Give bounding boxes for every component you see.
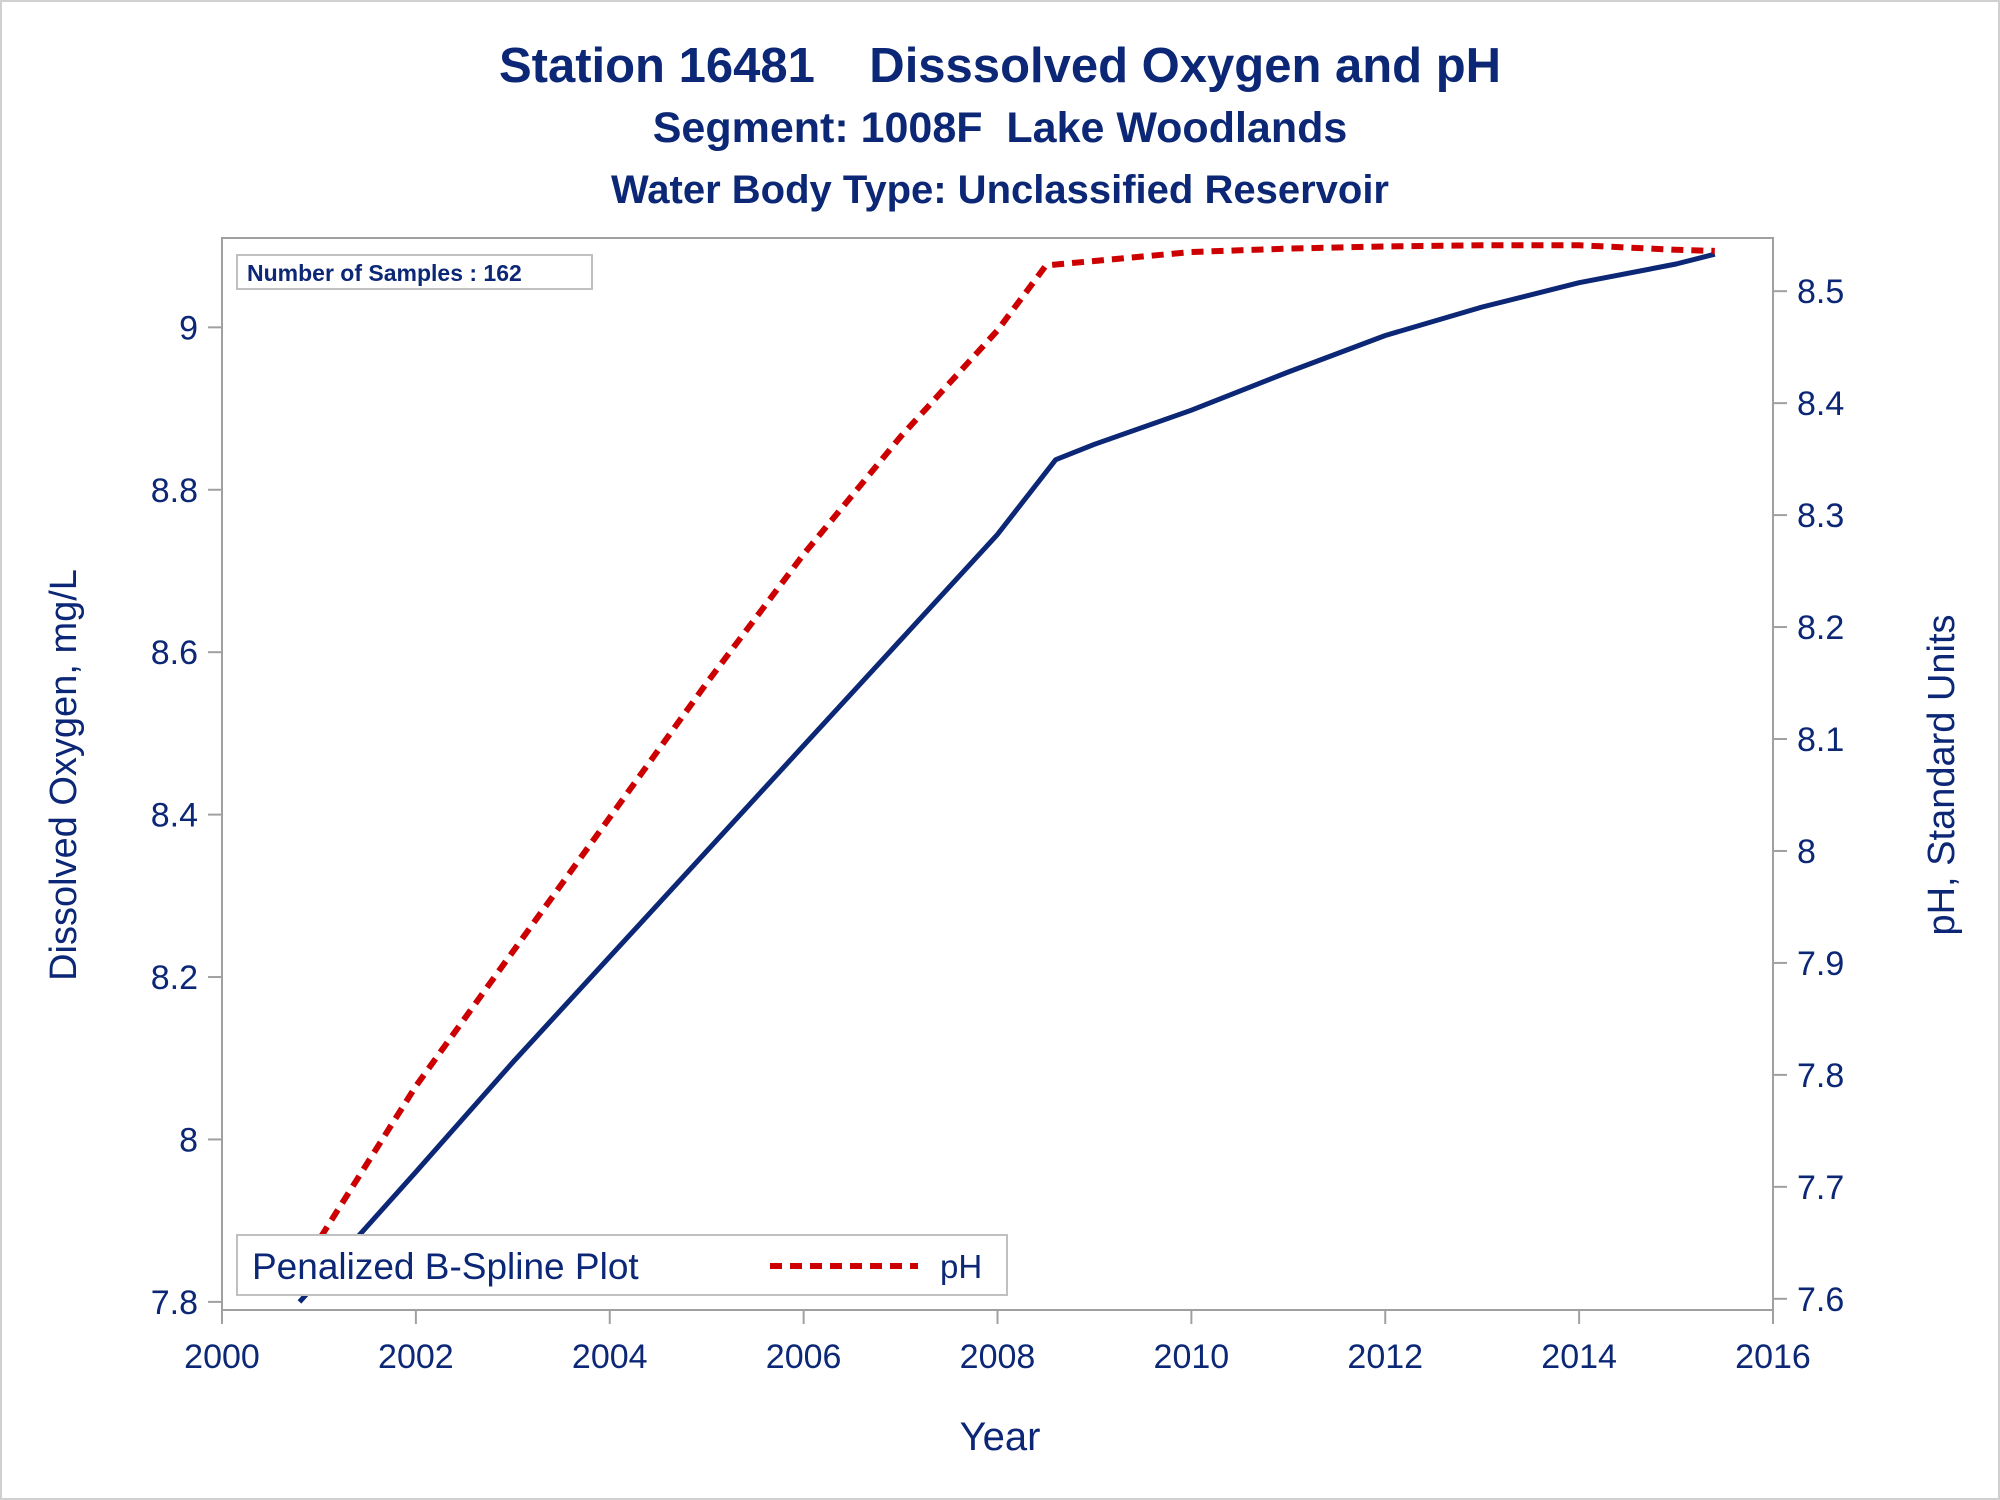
samples-box: Number of Samples : 162 bbox=[236, 254, 593, 290]
x-tick-label: 2004 bbox=[572, 1338, 648, 1376]
legend: Penalized B-Spline Plot pH bbox=[236, 1234, 1008, 1296]
y-tick-label: 8.2 bbox=[151, 959, 198, 997]
ph-series-line bbox=[296, 242, 1715, 1273]
samples-label: Number of Samples : 162 bbox=[247, 260, 522, 286]
y-tick-label: 8.4 bbox=[151, 797, 198, 835]
y2-axis-label: pH, Standard Units bbox=[1921, 614, 1963, 935]
y2-tick-label: 7.9 bbox=[1797, 945, 1844, 983]
x-tick-label: 2000 bbox=[184, 1338, 260, 1376]
y2-tick-label: 7.7 bbox=[1797, 1169, 1844, 1207]
x-tick-label: 2006 bbox=[766, 1338, 842, 1376]
plot-area bbox=[221, 237, 1774, 1311]
x-tick-label: 2010 bbox=[1154, 1338, 1230, 1376]
chart-title: Station 16481 Disssolved Oxygen and pH bbox=[498, 39, 1502, 93]
y-tick-label: 8.6 bbox=[151, 634, 198, 672]
legend-title: Penalized B-Spline Plot bbox=[252, 1246, 639, 1287]
x-tick-label: 2012 bbox=[1347, 1338, 1423, 1376]
chart-subtitle-waterbody: Water Body Type: Unclassified Reservoir bbox=[610, 168, 1389, 212]
x-axis: 2000 2002 2004 2006 2008 2010 2012 2014 2016 bbox=[184, 1310, 1811, 1376]
x-tick-label: 2002 bbox=[378, 1338, 454, 1376]
y-tick-label: 9 bbox=[179, 309, 198, 347]
y2-tick-label: 8.4 bbox=[1797, 385, 1844, 423]
x-tick-label: 2016 bbox=[1735, 1338, 1811, 1376]
y2-tick-label: 8.1 bbox=[1797, 721, 1844, 759]
dissolved-oxygen-series-line bbox=[297, 251, 1716, 1304]
y-tick-label: 8.8 bbox=[151, 472, 198, 510]
chart-subtitle-segment: Segment: 1008F Lake Woodlands bbox=[652, 104, 1348, 152]
legend-entry-ph: pH bbox=[940, 1248, 982, 1285]
y-axis-left: 7.8 8 8.2 8.4 8.6 8.8 9 bbox=[151, 309, 222, 1322]
y-axis-right: 7.6 7.7 7.8 7.9 8 8.1 8.2 8.3 8.4 8.5 bbox=[1773, 273, 1844, 1319]
y2-tick-label: 8.5 bbox=[1797, 273, 1844, 311]
y2-tick-label: 7.6 bbox=[1797, 1281, 1844, 1319]
x-tick-label: 2014 bbox=[1541, 1338, 1617, 1376]
y2-tick-label: 8.3 bbox=[1797, 497, 1844, 535]
y2-tick-label: 7.8 bbox=[1797, 1057, 1844, 1095]
x-tick-label: 2008 bbox=[960, 1338, 1036, 1376]
series-group bbox=[296, 242, 1716, 1304]
y-tick-label: 8 bbox=[179, 1121, 198, 1159]
y2-tick-label: 8.2 bbox=[1797, 609, 1844, 647]
y-tick-label: 7.8 bbox=[151, 1284, 198, 1322]
x-axis-label: Year bbox=[960, 1415, 1041, 1459]
y-axis-label: Dissolved Oxygen, mg/L bbox=[43, 569, 85, 981]
samples-box-border bbox=[236, 254, 593, 290]
y2-tick-label: 8 bbox=[1797, 833, 1816, 871]
